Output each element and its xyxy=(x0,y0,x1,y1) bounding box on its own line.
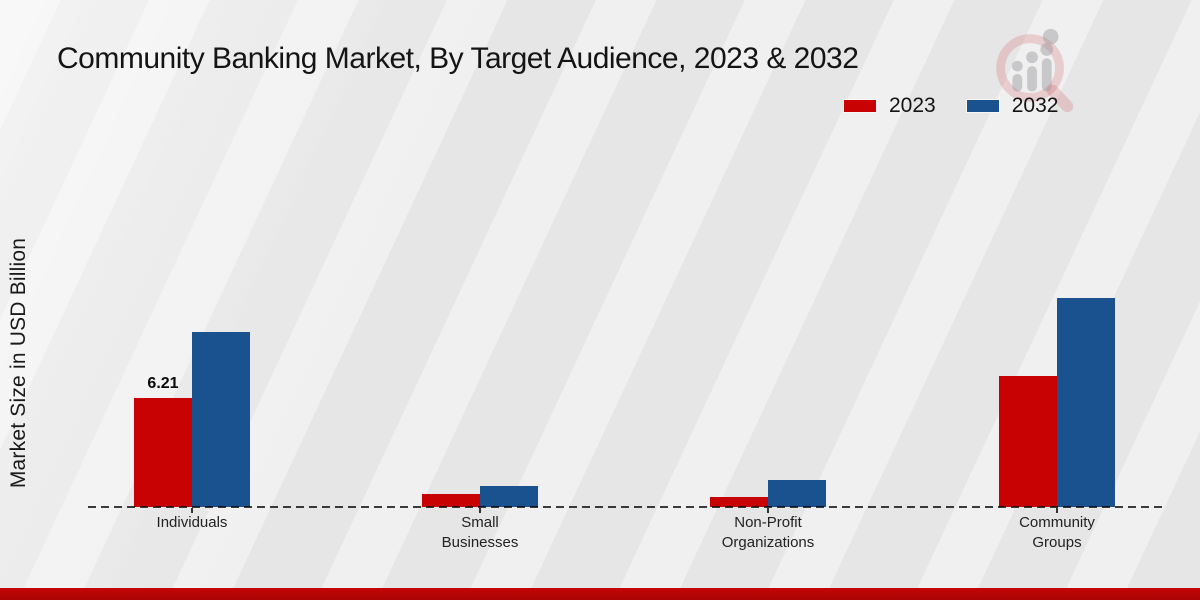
legend-swatch-2023 xyxy=(843,99,877,113)
legend-label-2032: 2032 xyxy=(1011,94,1059,117)
x-axis-tick-community-groups xyxy=(1056,508,1058,513)
bar-2023-non-profit-organizations xyxy=(710,497,768,507)
category-label-non-profit-organizations: Non-Profit Organizations xyxy=(721,514,815,551)
legend-label-2023: 2023 xyxy=(889,94,936,117)
x-axis-dashed-baseline xyxy=(88,506,1164,508)
magnifier-bar-chart-watermark-icon xyxy=(996,28,1074,113)
legend: 2023 2032 xyxy=(843,94,1058,118)
x-axis-tick-small-businesses xyxy=(479,508,481,513)
category-label-small-businesses: Small Businesses xyxy=(441,514,519,551)
legend-item-2032: 2032 xyxy=(965,94,1059,118)
bar-2023-community-groups xyxy=(999,376,1057,507)
bar-value-label-2023-individuals: 6.21 xyxy=(147,375,179,392)
bar-2032-small-businesses xyxy=(480,486,538,507)
legend-swatch-2032 xyxy=(965,99,1000,113)
bar-2032-individuals xyxy=(192,332,250,507)
bar-2032-non-profit-organizations xyxy=(768,480,826,507)
category-label-community-groups: Community Groups xyxy=(1019,514,1095,551)
x-axis-tick-non-profit-organizations xyxy=(767,508,769,513)
footer-accent-strip xyxy=(0,588,1200,600)
bar-2032-community-groups xyxy=(1057,298,1115,507)
chart-title: Community Banking Market, By Target Audi… xyxy=(57,42,859,75)
legend-item-2023: 2023 xyxy=(843,94,936,118)
category-label-individuals: Individuals xyxy=(156,514,228,531)
bar-2023-individuals xyxy=(134,398,192,507)
x-axis-tick-individuals xyxy=(191,508,193,513)
bar-2023-small-businesses xyxy=(422,494,480,507)
